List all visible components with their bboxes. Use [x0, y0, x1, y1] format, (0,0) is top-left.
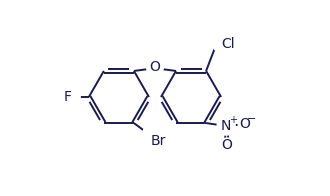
Text: O: O [240, 117, 250, 131]
Text: Cl: Cl [221, 37, 235, 51]
Text: N: N [221, 119, 231, 133]
Circle shape [213, 35, 230, 52]
Circle shape [143, 126, 159, 142]
Text: O: O [222, 138, 233, 152]
Text: O: O [149, 60, 160, 74]
Text: +: + [229, 115, 237, 125]
Text: −: − [247, 114, 256, 124]
Circle shape [220, 138, 234, 152]
Circle shape [217, 117, 235, 135]
Text: Br: Br [151, 134, 166, 148]
Circle shape [147, 59, 163, 75]
Text: F: F [64, 90, 72, 104]
Circle shape [63, 89, 80, 105]
Circle shape [238, 117, 252, 131]
